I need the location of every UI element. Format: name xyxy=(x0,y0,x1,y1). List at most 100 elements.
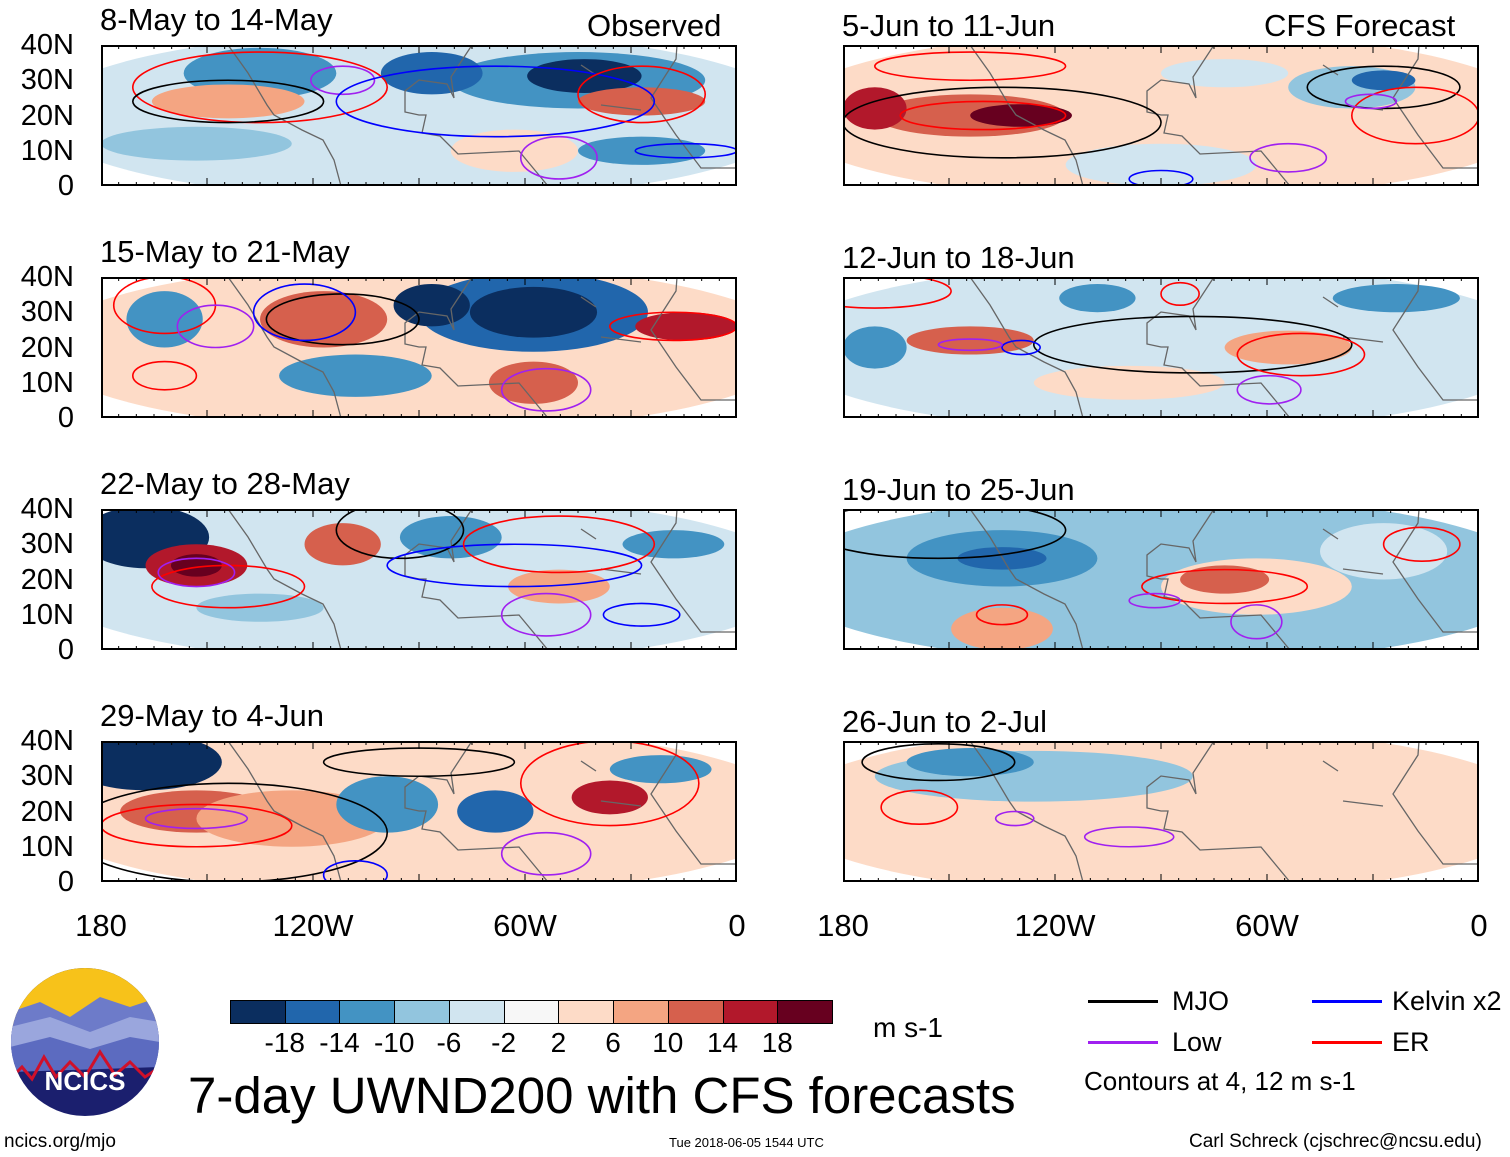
colorbar-swatch xyxy=(613,1000,669,1024)
wind-shading xyxy=(938,818,1384,875)
colorbar-tick-label: -2 xyxy=(491,1027,517,1058)
lat-label: 0 xyxy=(57,866,74,898)
map-panel xyxy=(843,45,1479,186)
legend-mjo-line xyxy=(1088,1000,1158,1003)
colorbar-swatch xyxy=(284,1000,341,1024)
colorbar-tick-label: -6 xyxy=(436,1027,462,1058)
contour-note: Contours at 4, 12 m s-1 xyxy=(1084,1066,1356,1096)
low-contour xyxy=(144,807,249,830)
mjo-contour xyxy=(335,509,465,560)
er-contour xyxy=(577,65,706,124)
lon-label: 120W xyxy=(272,908,354,943)
wind-shading xyxy=(1065,143,1257,186)
er-contour xyxy=(873,51,1067,82)
er-contour xyxy=(462,515,656,574)
lat-label: 20N xyxy=(20,795,74,828)
colorbar-swatch xyxy=(722,1000,779,1024)
wind-shading xyxy=(578,87,706,116)
colorbar-tick-label: -10 xyxy=(373,1027,415,1058)
legend-kelvin-line xyxy=(1312,1000,1382,1003)
footer-url[interactable]: ncics.org/mjo xyxy=(4,1131,116,1152)
wind-shading xyxy=(906,748,1034,777)
lat-label: 10N xyxy=(20,134,74,167)
lat-label: 10N xyxy=(20,366,74,399)
er-contour xyxy=(899,100,1067,131)
mjo-contour xyxy=(101,782,388,882)
er-contour xyxy=(101,803,293,848)
legend-er-label: ER xyxy=(1392,1027,1430,1057)
map-panel xyxy=(843,741,1479,882)
lon-label: 180 xyxy=(817,908,869,943)
er-contour xyxy=(609,311,737,342)
legend-low-label: Low xyxy=(1172,1027,1222,1057)
er-contour xyxy=(1141,568,1309,605)
er-contour xyxy=(880,789,959,825)
wind-shading xyxy=(336,776,439,833)
kel-contour xyxy=(322,860,388,882)
panel-title: 15-May to 21-May xyxy=(100,234,350,269)
wind-shading xyxy=(488,361,578,404)
wind-shading xyxy=(571,780,648,815)
wind-shading xyxy=(970,104,1072,127)
lat-label: 40N xyxy=(20,493,74,525)
lat-label: 30N xyxy=(20,64,74,97)
low-contour xyxy=(500,831,592,876)
lon-label: 60W xyxy=(493,908,557,943)
footer-timestamp: Tue 2018-06-05 1544 UTC xyxy=(669,1135,824,1150)
wind-shading xyxy=(843,326,907,369)
low-contour xyxy=(310,65,376,96)
ncics-logo: NCICS xyxy=(11,968,159,1116)
lat-label: 10N xyxy=(20,598,74,631)
kel-contour xyxy=(386,543,643,588)
panel-title: 5-Jun to 11-Jun xyxy=(842,8,1056,43)
legend-low-line xyxy=(1088,1041,1158,1044)
lon-label: 120W xyxy=(1014,908,1096,943)
lat-label: 40N xyxy=(20,29,74,61)
mjo-contour xyxy=(131,79,325,124)
map-panel xyxy=(101,277,737,418)
coastline xyxy=(227,277,737,418)
low-contour xyxy=(1344,93,1398,110)
er-contour xyxy=(1382,526,1461,562)
low-contour xyxy=(1230,604,1283,640)
wind-shading xyxy=(469,286,598,338)
lon-label: 60W xyxy=(1235,908,1299,943)
low-contour xyxy=(157,557,236,588)
kel-contour xyxy=(335,65,656,138)
legend-er-line xyxy=(1312,1041,1382,1044)
coastline xyxy=(969,741,1479,882)
low-contour xyxy=(176,304,255,349)
lat-label: 0 xyxy=(57,170,74,202)
footer-author: Carl Schreck (cjschrec@ncsu.edu) xyxy=(1189,1131,1482,1152)
low-contour xyxy=(1128,592,1181,609)
wind-shading xyxy=(482,836,610,871)
er-contour xyxy=(975,604,1029,626)
wind-shading xyxy=(196,593,324,622)
wind-shading xyxy=(260,291,388,348)
lat-label: 10N xyxy=(20,830,74,863)
panel-title: 12-Jun to 18-Jun xyxy=(842,240,1075,275)
er-contour xyxy=(1236,332,1366,377)
wind-shading xyxy=(1161,59,1289,88)
observed-label: Observed xyxy=(587,8,722,43)
er-contour xyxy=(843,277,952,309)
lon-label: 180 xyxy=(75,908,127,943)
wind-shading xyxy=(622,530,725,559)
wind-shading xyxy=(101,741,222,791)
wind-shading xyxy=(951,607,1053,650)
wind-shading xyxy=(151,84,305,119)
coastline xyxy=(227,741,737,882)
colorbar-tick-label: 14 xyxy=(706,1027,739,1058)
low-contour xyxy=(937,338,1003,352)
er-contour xyxy=(1351,86,1479,145)
wind-shading xyxy=(843,87,907,130)
low-contour xyxy=(500,592,592,637)
figure-title: 7-day UWND200 with CFS forecasts xyxy=(188,1067,1016,1124)
mjo-contour xyxy=(861,743,1016,782)
colorbar-tick-label: 2 xyxy=(550,1027,567,1058)
panel-title: 22-May to 28-May xyxy=(100,466,350,501)
colorbar-swatch xyxy=(448,1000,505,1024)
wind-shading xyxy=(457,790,534,833)
er-contour xyxy=(1160,281,1200,306)
